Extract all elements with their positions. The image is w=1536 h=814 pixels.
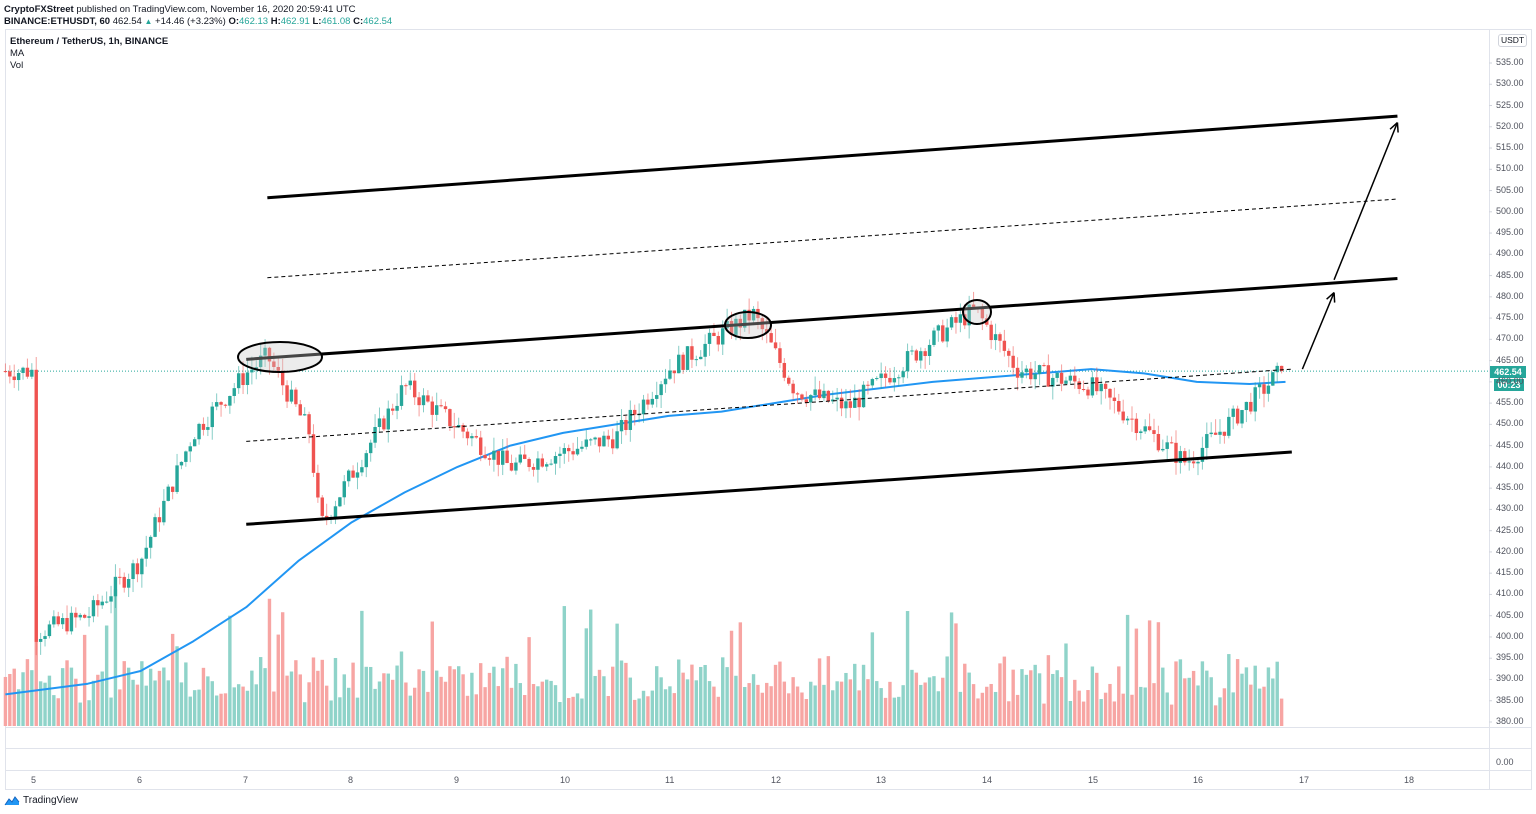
volume-axis-label: 0.00 — [1496, 757, 1514, 767]
time-tick-label: 5 — [31, 775, 37, 785]
price-tick-label: 475.00 — [1496, 312, 1524, 323]
price-tick-label: 490.00 — [1496, 248, 1524, 259]
price-tick-label: 505.00 — [1496, 184, 1524, 195]
time-tick-label: 18 — [1404, 775, 1415, 785]
published-text: published on TradingView.com, November 1… — [76, 4, 356, 15]
price-tick-label: 500.00 — [1496, 205, 1524, 216]
price-tick-label: 395.00 — [1496, 652, 1524, 663]
high-value: 462.91 — [280, 16, 310, 27]
price-tick-label: 430.00 — [1496, 503, 1524, 514]
close-value: 462.54 — [363, 16, 393, 27]
time-tick-label: 9 — [454, 775, 460, 785]
tradingview-cloud-icon — [4, 796, 20, 806]
symbol-info: BINANCE:ETHUSDT, 60 462.54 ▲ +14.46 (+3.… — [4, 16, 392, 27]
price-tick-label: 495.00 — [1496, 227, 1524, 238]
time-tick-label: 13 — [876, 775, 887, 785]
tradingview-logo-text: TradingView — [23, 795, 79, 806]
symbol-label: BINANCE:ETHUSDT, 60 — [4, 16, 111, 27]
chart-legend: Ethereum / TetherUS, 1h, BINANCE MA Vol — [10, 36, 168, 72]
price-axis[interactable] — [1489, 29, 1532, 790]
price-tick-label: 390.00 — [1496, 673, 1524, 684]
currency-button[interactable]: USDT — [1498, 34, 1528, 47]
last-price: 462.54 — [112, 16, 142, 27]
close-label: C: — [353, 16, 364, 27]
time-tick-label: 15 — [1088, 775, 1099, 785]
legend-vol[interactable]: Vol — [10, 60, 24, 71]
price-tick-label: 460.00 — [1496, 375, 1524, 386]
open-value: 462.13 — [239, 16, 269, 27]
up-triangle-icon: ▲ — [144, 17, 153, 26]
price-tick-label: 455.00 — [1496, 397, 1524, 408]
price-tick-label: 530.00 — [1496, 78, 1524, 89]
price-tick-label: 385.00 — [1496, 694, 1524, 705]
price-tick-label: 510.00 — [1496, 163, 1524, 174]
low-label: L: — [312, 16, 322, 27]
current-price-tag: 462.54 — [1490, 366, 1526, 378]
price-tick-label: 535.00 — [1496, 57, 1524, 67]
price-tick-label: 435.00 — [1496, 482, 1524, 493]
price-tick-label: 400.00 — [1496, 630, 1524, 641]
price-tick-label: 525.00 — [1496, 99, 1524, 110]
price-tick-label: 420.00 — [1496, 545, 1524, 556]
price-tick-label: 480.00 — [1496, 290, 1524, 301]
time-tick-label: 8 — [348, 775, 354, 785]
price-tick-label: 450.00 — [1496, 418, 1524, 429]
tradingview-logo[interactable]: TradingView — [4, 795, 78, 806]
time-axis[interactable] — [5, 770, 1532, 790]
time-tick-label: 17 — [1299, 775, 1310, 785]
price-tick-label: 445.00 — [1496, 439, 1524, 450]
price-tick-label: 405.00 — [1496, 609, 1524, 620]
price-tick-label: 425.00 — [1496, 524, 1524, 535]
publisher-name: CryptoFXStreet — [4, 4, 74, 15]
time-tick-label: 14 — [982, 775, 993, 785]
time-tick-label: 11 — [665, 775, 675, 785]
price-tick-label: 410.00 — [1496, 588, 1524, 599]
legend-title: Ethereum / TetherUS, 1h, BINANCE — [10, 36, 169, 47]
time-tick-label: 10 — [560, 775, 571, 785]
price-change: +14.46 (+3.23%) — [155, 16, 226, 27]
time-tick-label: 7 — [243, 775, 249, 785]
time-tick-label: 12 — [771, 775, 782, 785]
publish-info: CryptoFXStreet published on TradingView.… — [4, 4, 356, 15]
price-tick-label: 440.00 — [1496, 460, 1524, 471]
time-tick-label: 16 — [1193, 775, 1204, 785]
price-tick-label: 415.00 — [1496, 567, 1524, 578]
low-value: 461.08 — [321, 16, 351, 27]
price-tick-label: 465.00 — [1496, 354, 1524, 365]
bar-countdown-tag: 00:23 — [1494, 379, 1524, 391]
open-label: O: — [228, 16, 239, 27]
time-tick-label: 6 — [137, 775, 143, 785]
legend-ma[interactable]: MA — [10, 48, 25, 59]
price-tick-label: 485.00 — [1496, 269, 1524, 280]
high-label: H: — [270, 16, 281, 27]
price-tick-label: 380.00 — [1496, 715, 1524, 726]
price-tick-label: 470.00 — [1496, 333, 1524, 344]
price-tick-label: 520.00 — [1496, 120, 1524, 131]
price-tick-label: 515.00 — [1496, 142, 1524, 153]
